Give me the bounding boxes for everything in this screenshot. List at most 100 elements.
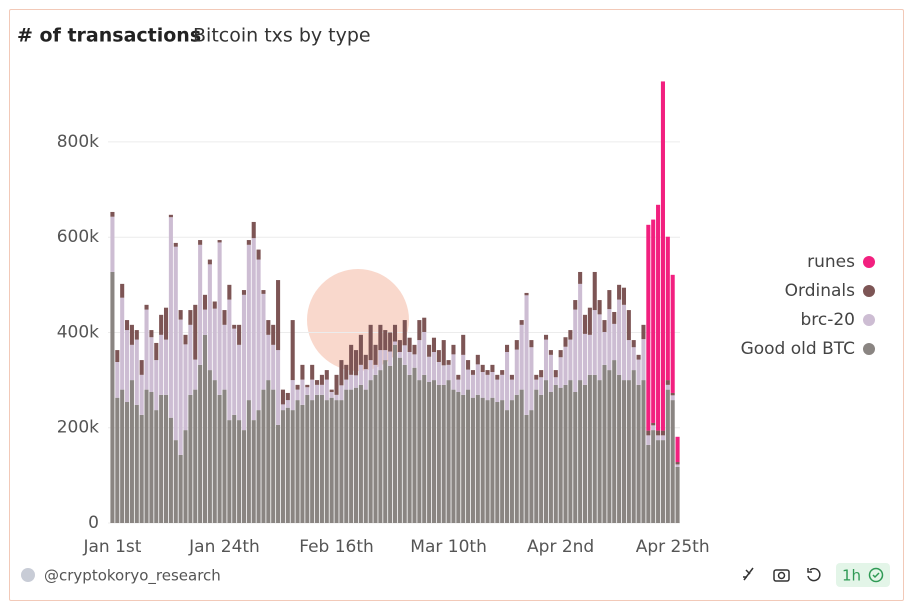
bar-segment [300,404,305,523]
y-tick-label: 600k [57,227,99,247]
bar-segment [261,389,266,523]
bar-segment [276,280,281,351]
bar-segment [222,310,227,325]
bar-segment [310,400,315,523]
bar-segment [602,320,607,332]
legend-label: brc-20 [800,310,855,330]
bar-segment [149,330,154,338]
bar-segment [310,364,315,380]
bar-segment [319,374,324,385]
bar-segment [490,364,495,372]
bar-segment [470,370,475,375]
bar-segment [641,324,646,340]
bar-segment [436,361,441,385]
bar-segment [641,380,646,523]
bar-segment [397,351,402,358]
bar-segment [646,435,651,445]
bar-segment [222,324,227,390]
bar-segment [324,400,329,523]
bar-segment [388,332,393,352]
bar-segment [529,347,534,411]
bar-segment [509,379,514,401]
bar-segment [144,304,149,310]
bar-segment [339,385,344,401]
y-tick-label: 200k [57,418,99,438]
bar-segment [310,379,315,401]
bar-segment [241,290,247,295]
bar-segment [563,384,568,523]
bar-segment [660,440,665,523]
bar-segment [553,377,558,385]
bar-segment [646,224,651,431]
status-icon [868,567,884,583]
bar-segment [592,271,597,311]
legend-swatch [863,314,875,326]
bar-segment [524,414,529,523]
bar-segment [534,379,539,390]
refresh-icon[interactable] [807,567,821,582]
bars: Jan 1st Jan 24th Feb 16th Mar 10th Apr 2nd Ap… [82,81,710,557]
bar-segment [514,394,519,523]
bar-segment [592,374,597,523]
bar-segment [290,380,295,411]
bar-segment [261,290,266,294]
bar-segment [641,339,646,381]
bar-segment [505,410,510,523]
legend-label: runes [807,252,855,272]
bar-segment [607,370,612,523]
bar-segment [334,394,339,401]
bar-segment [456,392,461,523]
bar-segment [587,374,592,523]
bar-segment [349,344,354,375]
bar-segment [256,249,261,260]
author[interactable]: @cryptokoryo_research [44,567,221,586]
bar-segment [529,340,534,348]
card [9,9,904,601]
bar-segment [144,309,149,390]
bar-segment [519,320,524,325]
bar-segment [329,397,334,523]
bar-segment [475,394,480,523]
bar-segment [334,400,339,523]
bar-segment [534,389,539,523]
bar-segment [656,430,661,436]
bar-segment [573,300,578,310]
bar-segment [670,395,675,401]
bar-segment [646,444,651,523]
bar-segment [232,414,237,523]
bar-segment [592,310,597,375]
avatar [21,568,35,582]
bar-segment [509,374,514,380]
bar-segment [188,324,193,395]
bar-segment [500,370,505,375]
bar-segment [441,365,446,385]
bar-segment [675,466,680,523]
bar-segment [280,404,285,411]
bar-segment [402,345,407,365]
bar-segment [392,344,398,523]
bar-segment [675,436,680,463]
bar-segment [339,400,344,523]
bar-segment [397,357,402,523]
screenshot-icon[interactable] [773,569,790,582]
bar-segment [202,334,208,523]
bar-segment [290,320,295,381]
bar-segment [392,324,398,342]
bar-segment [353,375,359,388]
bar-segment [305,384,310,388]
bar-segment [383,350,388,361]
bar-segment [553,370,558,378]
bar-segment [621,304,627,381]
bar-segment [139,360,144,375]
bar-segment [115,350,120,362]
bar-segment [237,420,242,523]
bar-segment [319,394,324,523]
y-tick-label: 400k [57,322,99,342]
bar-segment [129,380,134,523]
bar-segment [115,397,120,523]
embed-icon[interactable] [743,567,754,581]
bar-segment [300,379,305,405]
bar-segment [573,309,578,393]
